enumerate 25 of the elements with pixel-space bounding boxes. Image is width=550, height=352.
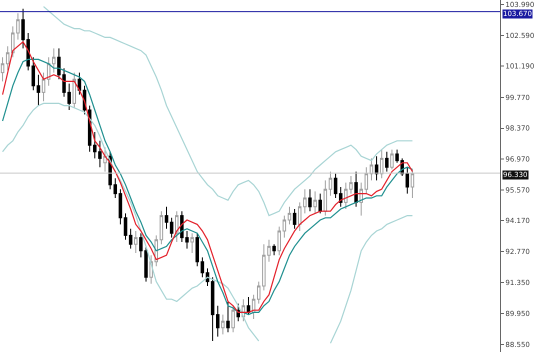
candlestick <box>134 230 138 254</box>
candlestick <box>385 151 389 172</box>
candlestick <box>292 208 296 230</box>
candlestick <box>226 300 230 333</box>
candlestick <box>354 171 358 208</box>
candlestick <box>308 188 312 212</box>
candlestick <box>272 244 276 256</box>
candlestick <box>144 246 148 282</box>
candlestick <box>221 314 225 335</box>
candlestick <box>139 232 143 258</box>
candlestick <box>103 146 107 172</box>
candlestick <box>231 305 235 333</box>
candlestick <box>190 232 194 254</box>
candlestick <box>390 149 394 170</box>
candlestick <box>318 193 322 214</box>
candlestick <box>374 156 378 181</box>
candlestick <box>57 48 61 80</box>
candlestick <box>185 230 189 250</box>
candlestick <box>313 190 317 214</box>
candlestick <box>246 296 250 316</box>
candlestick <box>78 72 82 96</box>
candlestick <box>410 168 414 198</box>
candlestick <box>380 149 384 179</box>
line-series <box>42 6 414 216</box>
candlestick <box>72 72 76 108</box>
